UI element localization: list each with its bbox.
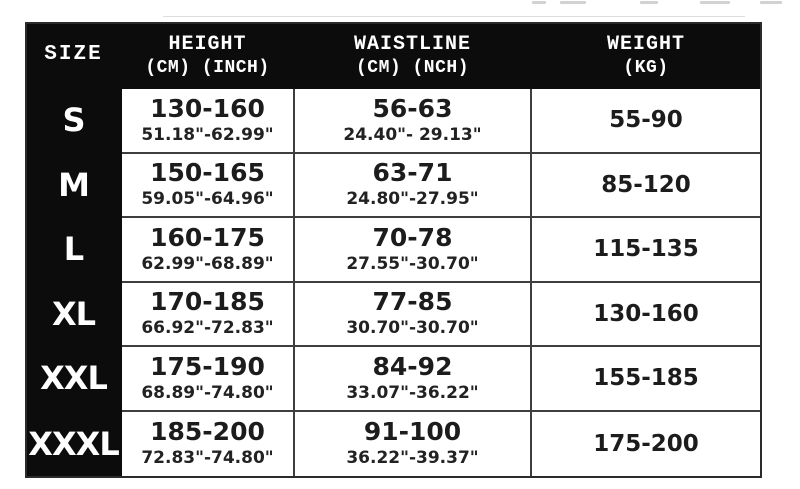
waist-cm: 84-92 <box>372 351 453 381</box>
weight-cell: 155-185 <box>532 347 760 412</box>
cropped-content-artifact <box>640 1 658 4</box>
cropped-content-artifact <box>700 1 730 4</box>
height-cm: 130-160 <box>150 93 265 123</box>
height-cm: 175-190 <box>150 351 265 381</box>
weight-range: 55-90 <box>609 107 683 134</box>
cropped-content-artifact <box>760 1 782 4</box>
height-cm: 150-165 <box>150 158 265 188</box>
size-cell: XXL <box>27 347 122 412</box>
weight-cell: 55-90 <box>532 89 760 154</box>
waistline-cell: 63-71 24.80"-27.95" <box>295 153 532 218</box>
waistline-cell: 70-78 27.55"-30.70" <box>295 218 532 283</box>
header-weight: WEIGHT (KG) <box>532 24 760 89</box>
height-inch: 51.18"-62.99" <box>141 124 274 145</box>
height-cell: 160-175 62.99"-68.89" <box>122 218 295 283</box>
height-cm: 160-175 <box>150 222 265 252</box>
waistline-cell: 77-85 30.70"-30.70" <box>295 282 532 347</box>
height-cell: 130-160 51.18"-62.99" <box>122 89 295 154</box>
header-height: HEIGHT (CM) (INCH) <box>122 24 295 89</box>
waist-cm: 56-63 <box>372 93 453 123</box>
size-cell: XXXL <box>27 411 122 476</box>
waist-cm: 70-78 <box>372 222 453 252</box>
height-cm: 185-200 <box>150 417 265 447</box>
header-height-units: (CM) (INCH) <box>145 57 270 78</box>
cropped-content-artifact <box>532 1 546 4</box>
waist-cm: 91-100 <box>363 417 462 447</box>
weight-range: 155-185 <box>593 365 699 392</box>
size-cell: M <box>27 153 122 218</box>
waist-inch: 24.80"-27.95" <box>346 189 479 210</box>
weight-range: 175-200 <box>593 430 699 457</box>
waist-cm: 63-71 <box>372 158 453 188</box>
height-cell: 175-190 68.89"-74.80" <box>122 347 295 412</box>
height-cm: 170-185 <box>150 287 265 317</box>
weight-cell: 130-160 <box>532 283 760 347</box>
size-cell: S <box>27 89 122 154</box>
header-size: SIZE <box>27 24 122 89</box>
waist-inch: 33.07"-36.22" <box>346 382 479 403</box>
weight-range: 130-160 <box>593 300 699 327</box>
waistline-cell: 84-92 33.07"-36.22" <box>295 347 532 412</box>
height-inch: 66.92"-72.83" <box>141 318 274 339</box>
waist-inch: 24.40"- 29.13" <box>343 124 482 145</box>
height-inch: 72.83"-74.80" <box>141 448 274 469</box>
waist-inch: 30.70"-30.70" <box>346 318 479 339</box>
weight-range: 115-135 <box>593 236 699 263</box>
height-cell: 170-185 66.92"-72.83" <box>122 282 295 347</box>
waist-inch: 36.22"-39.37" <box>346 448 479 469</box>
header-waistline-units: (CM) (NCH) <box>355 57 470 78</box>
waist-cm: 77-85 <box>372 287 453 317</box>
weight-range: 85-120 <box>601 171 691 198</box>
size-cell: XL <box>27 282 122 347</box>
size-chart-table: SIZE HEIGHT (CM) (INCH) WAISTLINE (CM) (… <box>25 22 762 478</box>
waist-inch: 27.55"-30.70" <box>346 253 479 274</box>
height-inch: 62.99"-68.89" <box>141 253 274 274</box>
height-inch: 68.89"-74.80" <box>141 382 274 403</box>
height-cell: 150-165 59.05"-64.96" <box>122 153 295 218</box>
header-weight-units: (KG) <box>623 57 669 78</box>
height-cell: 185-200 72.83"-74.80" <box>122 411 295 476</box>
header-size-label: SIZE <box>44 43 103 67</box>
weight-cell: 175-200 <box>532 412 760 477</box>
cropped-content-artifact-line <box>163 16 745 17</box>
header-height-label: HEIGHT <box>168 32 247 56</box>
height-inch: 59.05"-64.96" <box>141 189 274 210</box>
weight-cell: 85-120 <box>532 154 760 218</box>
size-cell: L <box>27 218 122 283</box>
header-waistline-label: WAISTLINE <box>353 32 472 56</box>
cropped-content-artifact <box>560 1 586 4</box>
header-weight-label: WEIGHT <box>606 32 685 56</box>
waistline-cell: 56-63 24.40"- 29.13" <box>295 89 532 154</box>
waistline-cell: 91-100 36.22"-39.37" <box>295 411 532 476</box>
weight-cell: 115-135 <box>532 218 760 283</box>
header-waistline: WAISTLINE (CM) (NCH) <box>295 24 532 89</box>
